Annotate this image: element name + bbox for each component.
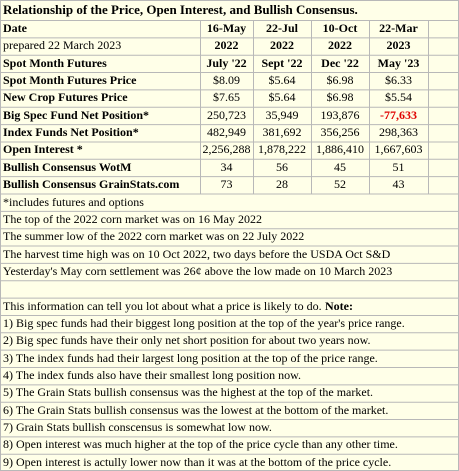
cell: 298,363 bbox=[379, 125, 418, 140]
cell: 1,886,410 bbox=[316, 142, 364, 157]
note: The summer low of the 2022 corn market w… bbox=[3, 229, 305, 244]
row-label: Bullish Consensus WotM bbox=[3, 159, 132, 174]
point: 9) Open interest is actully lower now th… bbox=[3, 454, 392, 469]
row-label: Date bbox=[3, 21, 27, 35]
cell: 35,949 bbox=[265, 107, 299, 122]
cell: -77,633 bbox=[380, 107, 417, 122]
cell: 482,949 bbox=[207, 125, 246, 140]
note: The harvest time high was on 10 Oct 2022… bbox=[3, 246, 391, 261]
cell: 73 bbox=[220, 177, 233, 192]
cell: 56 bbox=[276, 159, 288, 174]
cell: $5.64 bbox=[268, 90, 296, 105]
row-label: Index Funds Net Position* bbox=[3, 125, 139, 140]
cell: 34 bbox=[220, 159, 233, 174]
row-label: Spot Month Futures bbox=[3, 55, 107, 70]
point: 5) The Grain Stats bullish consensus was… bbox=[3, 385, 374, 400]
cell: Sept '22 bbox=[261, 55, 303, 70]
cell: $7.65 bbox=[213, 90, 240, 105]
cell: 22-Mar bbox=[379, 21, 418, 35]
cell: Dec '22 bbox=[321, 55, 359, 70]
cell: 2,256,288 bbox=[202, 142, 251, 157]
row-label: Bullish Consensus GrainStats.com bbox=[3, 177, 180, 192]
point: 4) The index funds also have their small… bbox=[3, 368, 301, 382]
note: Yesterday's May corn settlement was 26¢ … bbox=[3, 263, 393, 278]
cell: July '22 bbox=[206, 55, 247, 70]
row-label: Open Interest * bbox=[3, 142, 83, 157]
point: 2) Big spec funds have their only net sh… bbox=[3, 333, 371, 348]
cell: 381,692 bbox=[262, 125, 302, 140]
cell: 16-May bbox=[206, 21, 247, 35]
cell: 52 bbox=[334, 177, 346, 192]
note: The top of the 2022 corn market was on 1… bbox=[3, 211, 262, 226]
intro: This information can tell you lot about … bbox=[3, 298, 322, 313]
cell: $6.33 bbox=[385, 73, 412, 88]
cell: 10-Oct bbox=[322, 21, 358, 35]
point: 8) Open interest was much higher at the … bbox=[3, 437, 398, 452]
point: 7) Grain Stats bullish conscensus is som… bbox=[3, 420, 272, 435]
point: 1) Big spec funds had their biggest long… bbox=[3, 315, 405, 330]
footnote: *includes futures and options bbox=[3, 194, 144, 209]
cell: 43 bbox=[392, 177, 405, 192]
row-label: Spot Month Futures Price bbox=[3, 73, 137, 88]
cell: $5.54 bbox=[385, 90, 412, 105]
cell: 1,878,222 bbox=[258, 142, 306, 157]
cell: $8.09 bbox=[213, 73, 240, 88]
cell: 22-Jul bbox=[265, 21, 298, 35]
cell: 28 bbox=[276, 177, 288, 192]
cell: 2022 bbox=[270, 38, 294, 53]
cell: $6.98 bbox=[326, 73, 354, 88]
title: Relationship of the Price, Open Interest… bbox=[3, 2, 358, 17]
row-label: prepared 22 March 2023 bbox=[3, 38, 122, 53]
row-label: New Crop Futures Price bbox=[3, 90, 128, 105]
cell: $6.98 bbox=[326, 90, 354, 105]
cell: 51 bbox=[392, 159, 405, 174]
cell: 193,876 bbox=[320, 107, 360, 122]
row-label: Big Spec Fund Net Position* bbox=[3, 107, 150, 122]
cell: $5.64 bbox=[268, 73, 296, 88]
cell: 45 bbox=[334, 159, 346, 174]
cell: 2022 bbox=[214, 38, 239, 53]
cell: 250,723 bbox=[207, 107, 246, 122]
point: 3) The index funds had their largest lon… bbox=[3, 350, 378, 365]
intro-bold: Note: bbox=[325, 298, 353, 313]
cell: 2022 bbox=[328, 38, 352, 53]
cell: 2023 bbox=[386, 38, 411, 53]
cell: 1,667,603 bbox=[374, 142, 423, 157]
cell: May '23 bbox=[377, 55, 420, 70]
cell: 356,256 bbox=[320, 125, 360, 140]
point: 6) The Grain Stats bullish consensus was… bbox=[3, 402, 389, 417]
